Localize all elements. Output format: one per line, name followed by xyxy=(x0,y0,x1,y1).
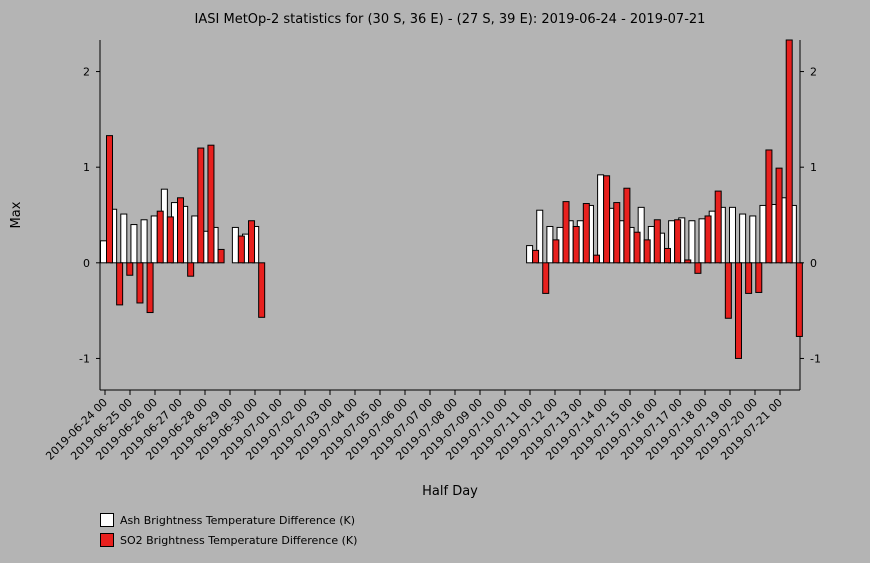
y-tick-label: -1 xyxy=(79,352,90,365)
so2-bar xyxy=(653,219,661,264)
ash-bar xyxy=(120,213,128,264)
ash-bar xyxy=(536,209,544,264)
so2-bar xyxy=(765,149,773,264)
y-tick-label: 2 xyxy=(83,66,90,79)
so2-bar xyxy=(663,247,671,264)
so2-bar xyxy=(582,203,590,264)
so2-bar xyxy=(177,197,185,264)
so2-bar xyxy=(136,262,144,304)
y-tick-label: 0 xyxy=(83,257,90,270)
so2-bar xyxy=(755,262,763,293)
y-tick-label-right: 2 xyxy=(810,66,817,79)
so2-bar xyxy=(187,262,195,277)
legend-item-so2: SO2 Brightness Temperature Difference (K… xyxy=(100,532,357,548)
y-axis-label: Max xyxy=(9,201,24,228)
y-axis-left-ticks: 2 1 0 -1 xyxy=(79,66,100,365)
ash-bar xyxy=(688,220,696,264)
so2-bar xyxy=(217,248,225,264)
plot-area xyxy=(99,39,803,391)
legend-swatch-ash xyxy=(100,513,114,527)
so2-bar xyxy=(623,187,631,264)
ash-bar xyxy=(150,215,158,264)
ash-bar xyxy=(140,219,148,264)
legend-label-so2: SO2 Brightness Temperature Difference (K… xyxy=(120,533,358,547)
ash-bar xyxy=(191,215,199,264)
so2-bar xyxy=(795,262,803,337)
so2-bar xyxy=(197,147,205,264)
ash-bar xyxy=(231,226,239,264)
so2-bar xyxy=(613,202,621,264)
so2-bar xyxy=(116,262,124,306)
ash-bar xyxy=(728,206,736,264)
so2-bar xyxy=(126,262,134,276)
ash-bar xyxy=(698,218,706,264)
so2-bar xyxy=(237,235,245,264)
y-tick-label-right: 1 xyxy=(810,161,817,174)
so2-bar xyxy=(248,220,256,264)
ash-bar xyxy=(130,224,138,264)
so2-bar xyxy=(704,215,712,264)
so2-bar xyxy=(603,175,611,264)
so2-bar xyxy=(785,39,793,264)
so2-bar xyxy=(694,262,702,274)
so2-bar xyxy=(542,262,550,294)
so2-bar xyxy=(674,219,682,264)
y-axis-right-ticks: 2 1 0 -1 xyxy=(800,66,821,365)
legend-swatch-so2 xyxy=(100,533,114,547)
legend-label-ash: Ash Brightness Temperature Difference (K… xyxy=(120,513,355,527)
ash-bar xyxy=(749,215,757,264)
so2-bar xyxy=(166,216,174,264)
y-tick-label-right: 0 xyxy=(810,257,817,270)
so2-bar xyxy=(146,262,154,314)
so2-bar xyxy=(592,254,600,264)
x-axis-label: Half Day xyxy=(422,484,478,499)
so2-bar xyxy=(684,259,692,264)
ash-bar xyxy=(526,245,534,264)
ash-bar xyxy=(759,204,767,264)
y-tick-label-right: -1 xyxy=(810,352,821,365)
so2-bar xyxy=(775,167,783,264)
legend-item-ash: Ash Brightness Temperature Difference (K… xyxy=(100,512,355,528)
so2-bar xyxy=(745,262,753,294)
so2-bar xyxy=(552,239,560,264)
so2-bar xyxy=(714,190,722,264)
so2-bar xyxy=(562,201,570,264)
so2-bar xyxy=(734,262,742,359)
so2-bar xyxy=(724,262,732,319)
so2-bar xyxy=(207,144,215,264)
ash-bar xyxy=(546,225,554,264)
so2-bar xyxy=(106,135,113,264)
ash-bar xyxy=(597,174,605,264)
so2-bar xyxy=(156,210,164,264)
so2-bar xyxy=(643,239,651,264)
ash-bar xyxy=(739,213,747,264)
so2-bar xyxy=(532,249,540,264)
chart-title: IASI MetOp-2 statistics for (30 S, 36 E)… xyxy=(195,12,706,27)
so2-bar xyxy=(258,262,266,318)
y-tick-label: 1 xyxy=(83,161,90,174)
so2-bar xyxy=(633,231,641,264)
ash-bar xyxy=(100,240,107,264)
so2-bar xyxy=(572,225,580,264)
